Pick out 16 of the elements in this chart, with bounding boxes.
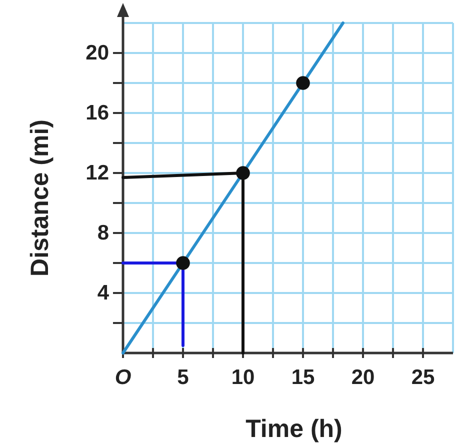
y-tick-label: 16 — [86, 102, 109, 125]
x-tick-label: 15 — [291, 366, 315, 389]
x-tick-label: 10 — [231, 366, 255, 389]
y-tick-label: 12 — [86, 162, 109, 185]
x-tick-label: 20 — [351, 366, 375, 389]
point — [296, 76, 310, 90]
y-axis-title: Distance (mi) — [26, 120, 54, 276]
y-tick-label: 4 — [97, 282, 110, 305]
point — [176, 256, 190, 270]
x-tick-label: O — [114, 366, 132, 389]
x-axis-title: Time (h) — [246, 415, 342, 443]
x-tick-label: 5 — [177, 366, 190, 389]
point — [236, 166, 250, 180]
y-tick-label: 20 — [86, 42, 109, 65]
y-tick-label: 8 — [97, 222, 110, 245]
x-tick-label: 25 — [411, 366, 435, 389]
